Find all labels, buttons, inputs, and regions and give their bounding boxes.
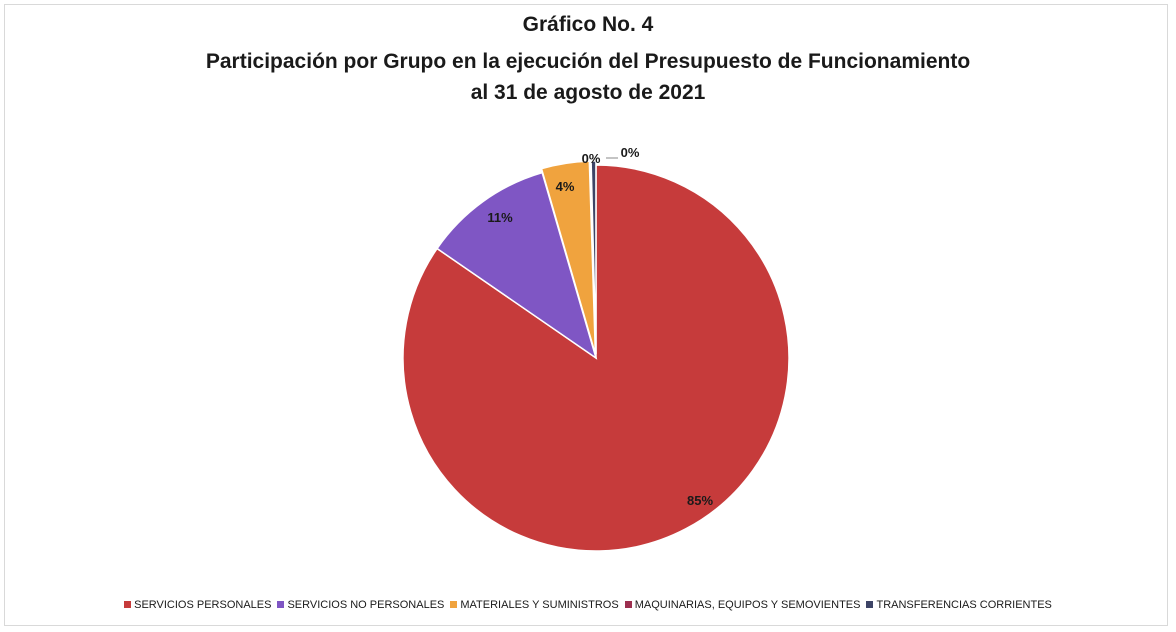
chart-title: Gráfico No. 4 [522, 13, 654, 36]
data-label-2: 11% [487, 210, 513, 225]
chart-subtitle-line-2: al 31 de agosto de 2021 [470, 81, 706, 104]
legend-item-2: SERVICIOS NO PERSONALES [277, 599, 444, 611]
legend-item-5: TRANSFERENCIAS CORRIENTES [866, 599, 1052, 611]
data-label-5: 0% [621, 145, 640, 160]
data-label-3: 4% [556, 179, 575, 194]
legend-label-3: MATERIALES Y SUMINISTROS [460, 599, 619, 611]
legend-swatch-1 [124, 601, 132, 608]
legend-item-1: SERVICIOS PERSONALES [124, 599, 271, 611]
legend-item-4: MAQUINARIAS, EQUIPOS Y SEMOVIENTES [624, 599, 861, 611]
pie-slice-2 [436, 171, 598, 360]
legend-label-5: TRANSFERENCIAS CORRIENTES [876, 599, 1052, 611]
pie-slice-5 [590, 160, 597, 355]
legend-item-3: MATERIALES Y SUMINISTROS [450, 599, 619, 611]
legend-swatch-2 [277, 601, 285, 608]
data-label-1: 85% [687, 493, 713, 508]
legend-swatch-4 [624, 601, 632, 608]
data-label-4: 0% [582, 151, 601, 166]
legend-label-4: MAQUINARIAS, EQUIPOS Y SEMOVIENTES [634, 599, 861, 611]
legend-label-1: SERVICIOS PERSONALES [134, 599, 272, 611]
legend-swatch-5 [866, 601, 874, 608]
chart-legend: SERVICIOS PERSONALES SERVICIOS NO PERSONA… [0, 599, 1176, 611]
legend-label-2: SERVICIOS NO PERSONALES [287, 599, 445, 611]
pie-slice-1 [402, 164, 790, 552]
legend-swatch-3 [450, 601, 458, 608]
chart-subtitle-line-1: Participación por Grupo en la ejecución … [205, 50, 971, 73]
